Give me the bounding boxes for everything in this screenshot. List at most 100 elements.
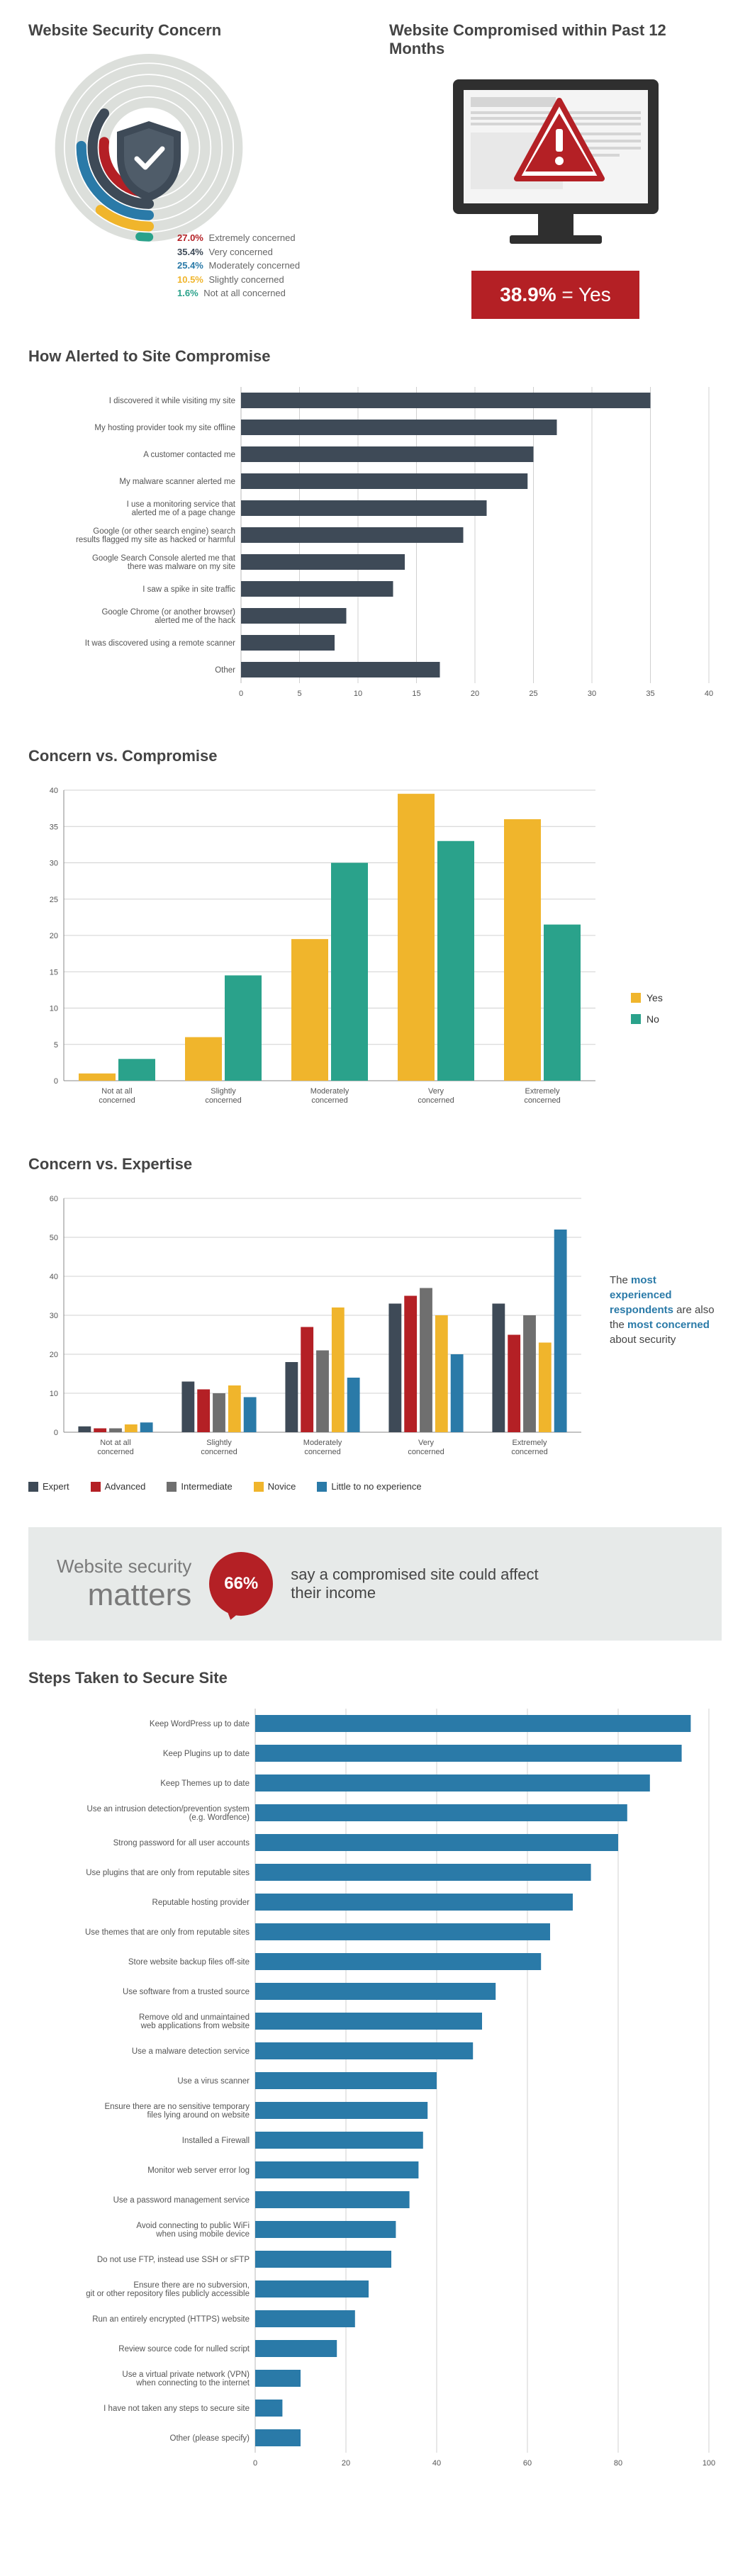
- cc-title: Concern vs. Compromise: [28, 747, 722, 765]
- bar: [285, 1362, 298, 1432]
- bar: [213, 1393, 225, 1432]
- bar: [241, 608, 347, 624]
- bar: [181, 1382, 194, 1433]
- steps-title: Steps Taken to Secure Site: [28, 1669, 722, 1687]
- compromised-column: Website Compromised within Past 12 Month…: [389, 21, 722, 319]
- svg-text:Slightly: Slightly: [211, 1087, 236, 1096]
- svg-text:Monitor web server error log: Monitor web server error log: [147, 2166, 250, 2175]
- expertise-legend: ExpertAdvancedIntermediateNoviceLittle t…: [28, 1481, 722, 1492]
- bar: [508, 1335, 520, 1433]
- donut-chart: 27.0% Extremely concerned35.4% Very conc…: [28, 54, 269, 266]
- svg-text:Other (please specify): Other (please specify): [170, 2434, 250, 2443]
- yes-banner: 38.9% = Yes: [471, 271, 639, 319]
- donut-legend: 27.0% Extremely concerned35.4% Very conc…: [177, 231, 300, 300]
- svg-text:0: 0: [54, 1429, 58, 1437]
- bar: [140, 1422, 153, 1432]
- svg-text:My hosting provider took my si: My hosting provider took my site offline: [94, 424, 235, 432]
- cc-legend: YesNo: [631, 992, 663, 1035]
- bar: [437, 841, 474, 1081]
- svg-text:30: 30: [50, 1312, 58, 1320]
- compromised-title: Website Compromised within Past 12 Month…: [389, 21, 722, 58]
- bar: [291, 939, 328, 1081]
- bar: [255, 1923, 550, 1940]
- bar: [255, 1745, 682, 1762]
- bar: [241, 554, 405, 570]
- donut-legend-item: 27.0% Extremely concerned: [177, 231, 300, 245]
- bar: [255, 2013, 482, 2030]
- bar: [241, 581, 393, 597]
- bar: [118, 1059, 155, 1081]
- svg-text:0: 0: [239, 690, 243, 698]
- svg-text:Remove old and unmaintained: Remove old and unmaintained: [139, 2013, 250, 2022]
- svg-text:60: 60: [50, 1195, 58, 1203]
- svg-text:Google Chrome (or another brow: Google Chrome (or another browser): [101, 608, 235, 617]
- alerted-chart: 0510152025303540I discovered it while vi…: [28, 380, 723, 712]
- alerted-section: How Alerted to Site Compromise 051015202…: [28, 347, 722, 712]
- donut-column: Website Security Concern 27.0% Extremely…: [28, 21, 361, 319]
- bar: [255, 2340, 337, 2357]
- svg-text:Store website backup files off: Store website backup files off-site: [128, 1958, 250, 1967]
- bar: [554, 1230, 567, 1432]
- donut-legend-item: 1.6% Not at all concerned: [177, 286, 300, 300]
- callout-left: Website security matters: [57, 1556, 191, 1613]
- svg-text:Other: Other: [215, 666, 235, 675]
- svg-text:Very: Very: [418, 1439, 435, 1447]
- concern-compromise-chart: 0510152025303540Not at allconcernedSligh…: [28, 780, 610, 1120]
- svg-text:5: 5: [54, 1041, 58, 1050]
- bar: [332, 1307, 345, 1432]
- bar: [255, 2370, 301, 2387]
- bar: [241, 446, 534, 462]
- bar: [241, 635, 335, 651]
- svg-text:40: 40: [705, 690, 713, 698]
- expertise-legend-item: Novice: [254, 1481, 296, 1492]
- svg-text:concerned: concerned: [511, 1448, 547, 1456]
- bar: [347, 1378, 360, 1432]
- svg-text:concerned: concerned: [205, 1096, 241, 1105]
- bar: [241, 473, 527, 489]
- steps-chart: 020406080100Keep WordPress up to dateKee…: [28, 1702, 723, 2481]
- bar: [244, 1397, 257, 1433]
- expertise-note: The most experienced respondents are als…: [610, 1273, 716, 1347]
- svg-text:15: 15: [412, 690, 420, 698]
- bar: [451, 1354, 464, 1432]
- bar: [241, 420, 557, 435]
- bar: [398, 794, 435, 1081]
- bar: [255, 1983, 496, 2000]
- svg-text:Avoid connecting to public WiF: Avoid connecting to public WiFi: [136, 2222, 250, 2230]
- svg-text:40: 40: [50, 787, 58, 795]
- svg-text:concerned: concerned: [311, 1096, 347, 1105]
- svg-text:concerned: concerned: [97, 1448, 133, 1456]
- bar: [544, 925, 581, 1081]
- bar: [523, 1315, 536, 1432]
- bar: [420, 1288, 432, 1433]
- bar: [255, 2280, 369, 2297]
- bar: [388, 1304, 401, 1433]
- bar: [225, 975, 262, 1081]
- svg-text:Google Search Console alerted: Google Search Console alerted me that: [92, 554, 236, 563]
- bar: [255, 2221, 396, 2238]
- svg-text:when using mobile device: when using mobile device: [155, 2230, 250, 2239]
- bar: [255, 1834, 618, 1851]
- svg-text:I saw a spike in site traffic: I saw a spike in site traffic: [142, 585, 235, 594]
- svg-text:Not at all: Not at all: [101, 1087, 132, 1096]
- alerted-title: How Alerted to Site Compromise: [28, 347, 722, 366]
- svg-text:20: 20: [50, 932, 58, 940]
- bar: [255, 1953, 541, 1970]
- svg-text:Use a virtual private network: Use a virtual private network (VPN): [122, 2370, 250, 2379]
- monitor-icon: [439, 72, 673, 257]
- svg-text:50: 50: [50, 1234, 58, 1242]
- bar: [255, 1894, 573, 1911]
- bar: [255, 2042, 473, 2059]
- bar: [255, 2191, 410, 2208]
- svg-text:0: 0: [54, 1077, 58, 1086]
- svg-text:Extremely: Extremely: [525, 1087, 560, 1096]
- svg-text:A customer contacted me: A customer contacted me: [143, 451, 235, 459]
- svg-text:Extremely: Extremely: [513, 1439, 547, 1447]
- svg-text:I discovered it while visiting: I discovered it while visiting my site: [109, 397, 235, 405]
- svg-text:20: 20: [471, 690, 479, 698]
- svg-text:Strong password for all user a: Strong password for all user accounts: [113, 1839, 250, 1847]
- bar: [255, 2429, 301, 2446]
- bar: [241, 527, 464, 543]
- bar: [255, 2132, 423, 2149]
- donut-legend-item: 10.5% Slightly concerned: [177, 273, 300, 287]
